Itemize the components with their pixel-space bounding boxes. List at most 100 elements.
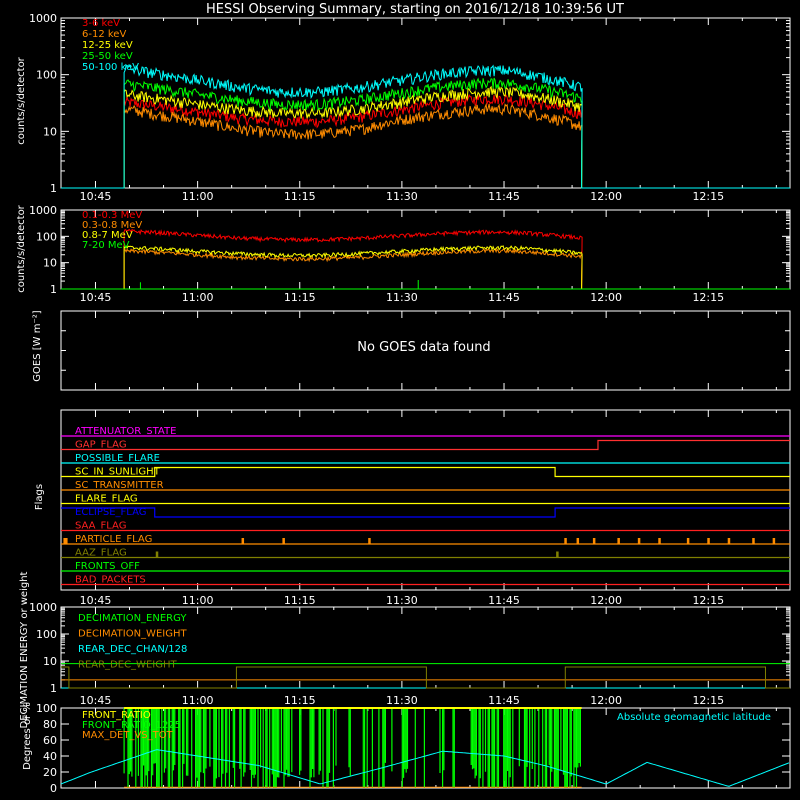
- time-tick-label: 12:15: [692, 594, 724, 607]
- low-energy-series-line: [61, 63, 790, 189]
- flag-label-fronts-off: FRONTS_OFF: [75, 561, 140, 572]
- time-tick-label: 10:45: [80, 694, 112, 707]
- flag-label-particle-flag: PARTICLE_FLAG: [75, 534, 152, 545]
- no-goes-message: No GOES data found: [357, 340, 490, 355]
- decimation-legend-entry: REAR_DEC_CHAN/128: [78, 644, 187, 655]
- flag-label-flare-flag: FLARE_FLAG: [75, 494, 138, 505]
- flags-frame: [60, 409, 791, 591]
- flags-ylabel: Flags: [34, 484, 45, 510]
- decimation-ytick-label: 1000: [29, 601, 57, 614]
- flag-blip: [576, 538, 580, 544]
- high-energy-ytick-label: 1000: [29, 204, 57, 217]
- ratio-legend-entry: FRONT_RATIO_1225: [82, 720, 181, 731]
- decimation-ytick-label: 100: [36, 628, 57, 641]
- low-energy-ylabel: counts/s/detector: [16, 56, 27, 144]
- flag-blip: [752, 538, 755, 544]
- high-energy-legend-entry: 0.1-0.3 MeV: [82, 210, 142, 221]
- flag-blip: [368, 538, 371, 544]
- flag-blip: [707, 538, 710, 544]
- low-energy-ytick-label: 1: [50, 182, 57, 195]
- high-energy-legend-entry: 7-20 MeV: [82, 240, 130, 251]
- high-energy-series-line: [61, 228, 790, 290]
- flag-blip: [556, 551, 559, 558]
- low-energy-ytick-label: 100: [36, 69, 57, 82]
- decimation-ytick-label: 10: [43, 655, 57, 668]
- ratio-ytick-label: 100: [36, 702, 57, 715]
- flag-label-saa-flag: SAA_FLAG: [75, 521, 126, 532]
- time-tick-label: 12:00: [590, 190, 622, 203]
- time-tick-label: 10:45: [80, 291, 112, 304]
- time-tick-label: 11:00: [182, 594, 214, 607]
- geomagnetic-latitude-line: [60, 749, 790, 787]
- flags-panel: ATTENUATOR_STATE GAP_FLAG POSSIBLE_FLARE SC…: [60, 409, 791, 591]
- high-energy-ylabel: counts/s/detector: [16, 204, 27, 292]
- time-tick-label: 11:00: [182, 694, 214, 707]
- flag-blip: [658, 538, 661, 544]
- figure-title: HESSI Observing Summary, starting on 201…: [206, 2, 624, 17]
- time-tick-label: 11:45: [488, 694, 520, 707]
- high-energy-legend-entry: 0.3-0.8 MeV: [82, 220, 142, 231]
- decimation-series-line: [61, 666, 790, 689]
- time-tick-label: 11:15: [284, 190, 316, 203]
- flag-line-sc-in-sunlight: [61, 466, 790, 478]
- flag-blip: [564, 538, 567, 544]
- time-tick-label: 12:00: [590, 291, 622, 304]
- low-energy-legend-entry: 50-100 keV: [82, 62, 139, 73]
- goes-panel: [60, 310, 791, 391]
- flag-label-sc-in-sunlight: SC_IN_SUNLIGHT: [75, 467, 161, 478]
- time-tick-label: 12:00: [590, 594, 622, 607]
- flag-label-attenuator-state: ATTENUATOR_STATE: [75, 426, 176, 437]
- low-energy-series-line: [61, 102, 790, 189]
- flag-blip: [63, 538, 66, 544]
- flag-label-sc-transmitter: SC_TRANSMITTER: [75, 480, 164, 491]
- low-energy-series-line: [61, 77, 790, 189]
- ratio-legend-entry: MAX_DET_VS_TOT: [82, 730, 174, 741]
- time-tick-label: 11:45: [488, 594, 520, 607]
- decimation-legend-entry: DECIMATION_ENERGY: [78, 613, 187, 624]
- decimation-legend-entry: DECIMATION_WEIGHT: [78, 629, 187, 640]
- low-energy-series-line: [61, 93, 790, 189]
- ratio-ytick-label: 60: [43, 734, 57, 747]
- time-tick-label: 10:45: [80, 190, 112, 203]
- flag-line-eclipse-flag: [61, 507, 790, 518]
- time-tick-label: 11:00: [182, 190, 214, 203]
- flag-label-possible-flare: POSSIBLE_FLARE: [75, 453, 160, 464]
- time-tick-label: 11:45: [488, 190, 520, 203]
- low-energy-legend-entry: 3-6 keV: [82, 18, 120, 29]
- flag-blip: [282, 538, 285, 544]
- flag-blip: [617, 538, 620, 544]
- time-tick-label: 12:15: [692, 291, 724, 304]
- time-tick-label: 11:15: [284, 291, 316, 304]
- ratio-legend-entry: FRONT_RATIO: [82, 710, 151, 721]
- time-tick-label: 12:15: [692, 694, 724, 707]
- flag-blip: [637, 538, 641, 544]
- decimation-ytick-label: 1: [50, 682, 57, 695]
- decimation-panel: 1 10 100 1000 DECIMATION_ENERGY DECIMATION_WE…: [29, 601, 791, 695]
- ratio-ytick-label: 0: [50, 782, 57, 795]
- time-tick-label: 12:15: [692, 190, 724, 203]
- high-energy-series-line: [61, 248, 790, 290]
- flag-blip: [772, 538, 776, 544]
- time-tick-label: 11:30: [386, 190, 418, 203]
- low-energy-legend-entry: 12-25 keV: [82, 40, 133, 51]
- time-tick-label: 11:00: [182, 291, 214, 304]
- low-energy-ytick-label: 1000: [29, 12, 57, 25]
- flag-line-gap-flag: [61, 439, 790, 451]
- high-energy-legend-entry: 0.8-7 MeV: [82, 230, 133, 241]
- flag-label-aaz-flag: AAZ_FLAG: [75, 548, 127, 559]
- low-energy-legend-entry: 25-50 keV: [82, 51, 133, 62]
- geomagnetic-latitude-label: Absolute geomagnetic latitude: [617, 712, 771, 723]
- low-energy-legend-entry: 6-12 keV: [82, 29, 126, 40]
- time-tick-label: 11:45: [488, 291, 520, 304]
- time-tick-label: 10:45: [80, 594, 112, 607]
- flag-label-eclipse-flag: ECLIPSE_FLAG: [75, 507, 146, 518]
- flag-label-bad-packets: BAD_PACKETS: [75, 575, 146, 586]
- front-ratio-1225-spikes: [123, 708, 581, 788]
- time-tick-label: 11:30: [386, 291, 418, 304]
- time-tick-label: 11:30: [386, 694, 418, 707]
- flag-blip: [65, 538, 68, 544]
- ratio-panel: 0 20 40 60 80 100 FRONT_RATIOFRONT_RATIO_1225M…: [36, 702, 791, 795]
